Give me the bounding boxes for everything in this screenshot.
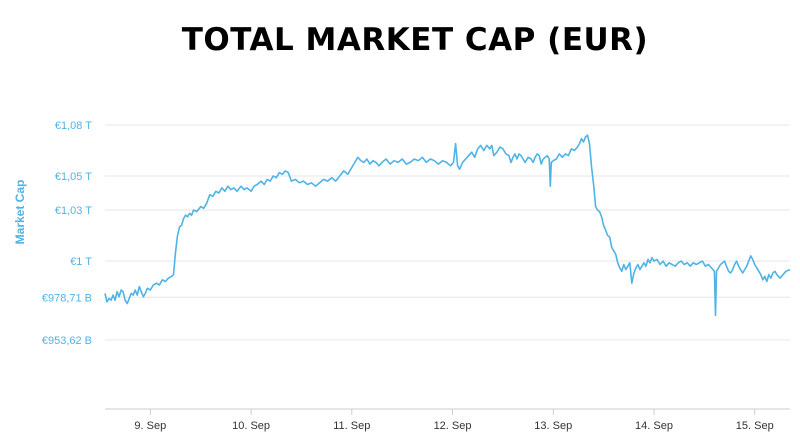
y-axis-title: Market Cap	[13, 180, 27, 245]
y-tick-label: €1,03 T	[55, 205, 92, 217]
y-tick-label: €1,08 T	[55, 120, 92, 132]
chart-title: TOTAL MARKET CAP (EUR)	[181, 22, 649, 58]
y-tick-label: €1 T	[70, 256, 92, 268]
y-tick-label: €978,71 B	[42, 292, 92, 304]
y-tick-label: €1,05 T	[55, 171, 92, 183]
y-tick-label: €953,62 B	[42, 335, 92, 347]
market-cap-line	[104, 134, 791, 317]
x-tick-label: 13. Sep	[534, 420, 572, 432]
series-layer	[104, 134, 791, 317]
x-tick-label: 10. Sep	[232, 420, 270, 432]
x-tick-label: 11. Sep	[333, 420, 370, 432]
y-axis-ticks: €1,08 T €1,05 T €1,03 T €1 T €978,71 B €953,6…	[42, 120, 92, 347]
x-tick-label: 15. Sep	[736, 420, 774, 432]
x-axis-ticks: 9. Sep 10. Sep 11. Sep 12. Sep 13. Sep 14. Se…	[134, 409, 774, 432]
x-tick-label: 14. Sep	[635, 420, 673, 432]
x-tick-label: 12. Sep	[434, 420, 472, 432]
x-tick-label: 9. Sep	[134, 420, 166, 432]
grid-layer	[105, 124, 790, 341]
